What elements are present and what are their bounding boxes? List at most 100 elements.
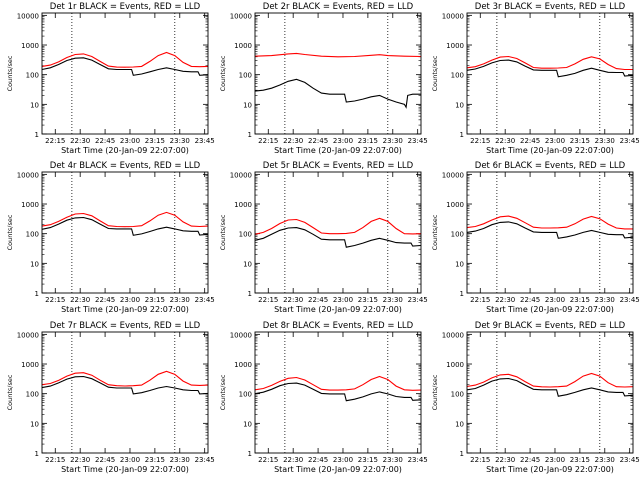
lld-series-line [41,51,209,68]
y-tick-label: 10000 [230,171,252,179]
y-tick-label: 1 [460,290,464,298]
y-tick-label: 10 [30,101,39,109]
x-tick-label: 23:30 [170,456,190,464]
lld-series-line [254,217,422,235]
panel-title: Det 8r BLACK = Events, RED = LLD [263,321,414,331]
x-tick-label: 23:45 [195,296,215,304]
x-tick-label: 22:15 [470,137,490,145]
x-tick-label: 22:45 [308,456,328,464]
x-tick-label: 23:00 [333,296,353,304]
x-tick-label: 23:00 [545,137,565,145]
x-tick-label: 22:45 [520,456,540,464]
y-tick-label: 10000 [442,331,464,339]
y-tick-label: 100 [451,72,464,80]
lld-series-line [254,52,422,58]
plot-frame [254,171,422,294]
y-tick-label: 1000 [446,42,464,50]
y-tick-label: 10000 [442,12,464,20]
x-tick-label: 22:15 [258,137,278,145]
y-tick-label: 1 [248,290,252,298]
detector-panel-4: Det 4r BLACK = Events, RED = LLD 1 10 100 10… [6,161,215,314]
y-tick-label: 10000 [442,171,464,179]
x-tick-label: 23:30 [383,137,403,145]
y-tick-label: 1000 [446,201,464,209]
plot-frame [466,171,634,294]
panel-title: Det 5r BLACK = Events, RED = LLD [263,161,414,171]
x-tick-label: 23:30 [170,296,190,304]
x-tick-label: 22:45 [520,296,540,304]
x-tick-label: 23:30 [595,137,615,145]
x-tick-label: 22:15 [45,137,65,145]
x-tick-label: 22:30 [283,456,303,464]
panel-title: Det 3r BLACK = Events, RED = LLD [475,2,626,12]
x-axis-label: Start Time (20-Jan-09 22:07:00) [486,465,614,474]
detector-panel-7: Det 7r BLACK = Events, RED = LLD 1 10 100 10… [6,321,215,474]
x-tick-label: 23:00 [120,296,140,304]
y-tick-label: 10 [30,420,39,428]
x-axis-label: Start Time (20-Jan-09 22:07:00) [61,305,189,314]
panel-title: Det 1r BLACK = Events, RED = LLD [50,2,201,12]
x-tick-label: 22:45 [95,137,115,145]
x-tick-label: 23:15 [145,456,165,464]
y-tick-label: 1 [460,131,464,139]
plot-frame [41,12,209,135]
x-tick-label: 23:30 [383,456,403,464]
y-tick-label: 1 [248,131,252,139]
x-tick-label: 23:45 [195,456,215,464]
y-tick-label: 100 [451,391,464,399]
plot-frame [466,331,634,454]
detector-panel-5: Det 5r BLACK = Events, RED = LLD 1 10 100 10… [219,161,428,314]
y-axis-label: Counts/sec [431,55,439,91]
panel-title: Det 2r BLACK = Events, RED = LLD [263,2,414,12]
y-tick-label: 10 [243,260,252,268]
lld-series-line [466,372,634,388]
x-tick-label: 23:30 [170,137,190,145]
detector-panel-9: Det 9r BLACK = Events, RED = LLD 1 10 100 10… [431,321,640,474]
x-tick-label: 23:45 [408,296,428,304]
x-tick-label: 22:30 [283,296,303,304]
x-axis-label: Start Time (20-Jan-09 22:07:00) [274,146,402,155]
x-tick-label: 23:15 [570,137,590,145]
x-tick-label: 23:45 [620,296,640,304]
x-tick-label: 23:45 [195,137,215,145]
events-series-line [254,78,421,109]
y-tick-label: 100 [26,72,39,80]
events-series-line [41,57,209,76]
plot-frame [41,331,209,454]
y-tick-label: 1000 [21,42,39,50]
x-axis-label: Start Time (20-Jan-09 22:07:00) [61,465,189,474]
x-tick-label: 22:15 [45,456,65,464]
x-tick-label: 23:15 [145,137,165,145]
y-tick-label: 1000 [234,361,252,369]
x-tick-label: 22:30 [70,456,90,464]
detector-panel-3: Det 3r BLACK = Events, RED = LLD 1 10 100 10… [431,2,640,155]
x-tick-label: 23:45 [408,456,428,464]
x-tick-label: 22:15 [258,296,278,304]
lld-series-line [466,55,633,71]
y-tick-label: 10 [30,260,39,268]
x-tick-label: 23:00 [545,456,565,464]
y-tick-label: 1000 [234,201,252,209]
x-tick-label: 23:15 [570,296,590,304]
plot-frame [41,171,209,294]
y-tick-label: 1000 [234,42,252,50]
x-tick-label: 22:45 [520,137,540,145]
x-axis-label: Start Time (20-Jan-09 22:07:00) [61,146,189,155]
y-axis-label: Counts/sec [219,55,227,91]
x-tick-label: 23:00 [120,456,140,464]
y-tick-label: 1000 [446,361,464,369]
detector-panel-2: Det 2r BLACK = Events, RED = LLD 1 10 100 10… [219,2,428,155]
x-tick-label: 23:15 [570,456,590,464]
detector-panel-6: Det 6r BLACK = Events, RED = LLD 1 10 100 10… [431,161,640,314]
x-tick-label: 22:30 [70,296,90,304]
x-tick-label: 22:30 [495,296,515,304]
x-tick-label: 22:45 [95,296,115,304]
x-tick-label: 22:15 [45,296,65,304]
plot-frame [254,12,422,135]
y-tick-label: 100 [26,231,39,239]
x-tick-label: 22:15 [470,456,490,464]
x-axis-label: Start Time (20-Jan-09 22:07:00) [486,305,614,314]
y-tick-label: 10 [455,101,464,109]
y-tick-label: 100 [239,391,252,399]
